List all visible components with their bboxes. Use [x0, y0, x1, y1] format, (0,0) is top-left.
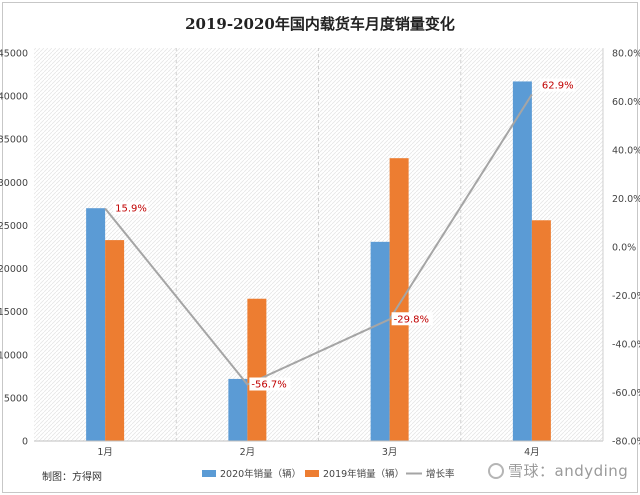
growth-data-label: -29.8% — [394, 314, 429, 325]
legend-swatch-1 — [202, 470, 216, 477]
y-left-tick-label: 45000 — [0, 49, 28, 60]
y-left-tick-label: 25000 — [0, 221, 28, 232]
y-right-tick-label: -40.0% — [612, 340, 640, 351]
growth-label-bg — [249, 377, 291, 391]
growth-label-bg — [113, 201, 149, 215]
y-right-tick-label: -80.0% — [612, 437, 640, 448]
bar-2020-2 — [228, 378, 248, 441]
y-left-tick-label: 10000 — [0, 350, 28, 361]
y-left-tick-label: 35000 — [0, 135, 28, 146]
y-right-tick-label: 80.0% — [612, 49, 640, 60]
legend-swatch-2 — [305, 470, 319, 477]
legend-label-3: 增长率 — [426, 468, 455, 480]
y-right-tick-label: -60.0% — [612, 388, 640, 399]
y-right-tick-label: 0.0% — [612, 243, 636, 254]
growth-line-group: 15.9% -56.7% -29.8% 62.9% — [104, 78, 575, 391]
y-left-tick-label: 30000 — [0, 178, 28, 189]
xueqiu-logo-icon — [488, 463, 504, 479]
y-right-tick-label: 60.0% — [612, 97, 640, 108]
watermark: 雪球：andyding — [488, 460, 628, 481]
y-left-tick-label: 40000 — [0, 92, 28, 103]
legend: 2020年销量（辆） 2019年销量（辆） 增长率 — [202, 468, 455, 480]
y-right-tick-label: 20.0% — [612, 194, 640, 205]
legend-label-1: 2020年销量（辆） — [220, 468, 301, 480]
chart-title: 2019-2020年国内载货车月度销量变化 — [185, 15, 455, 33]
growth-data-label: 15.9% — [115, 203, 147, 214]
bar-2019-1 — [105, 240, 125, 441]
bar-2019-4 — [531, 220, 551, 441]
y-left-tick-label: 5000 — [4, 393, 28, 404]
growth-data-label: 62.9% — [542, 80, 574, 91]
growth-label-bg — [539, 78, 575, 92]
bar-2020-1 — [86, 208, 106, 441]
y-left-tick-label: 0 — [22, 437, 28, 448]
axes-group: 0 5000 10000 15000 20000 25000 30000 35000 40000… — [0, 48, 640, 458]
x-tick-label: 2月 — [240, 447, 256, 458]
plot-area — [34, 48, 603, 441]
x-tick-label: 4月 — [524, 447, 540, 458]
chart-credit: 制图：方得网 — [42, 472, 102, 483]
x-tick-label: 3月 — [382, 447, 398, 458]
y-right-tick-label: -20.0% — [612, 291, 640, 302]
y-left-tick-label: 15000 — [0, 307, 28, 318]
y-left-tick-label: 20000 — [0, 264, 28, 275]
legend-label-2: 2019年销量（辆） — [323, 468, 404, 480]
bar-2020-4 — [512, 81, 532, 441]
growth-label-bg — [391, 312, 433, 326]
bar-2020-3 — [370, 241, 390, 441]
growth-data-label: -56.7% — [251, 379, 286, 390]
watermark-text: 雪球：andyding — [508, 462, 629, 480]
bars-group — [86, 81, 551, 442]
growth-line — [104, 93, 533, 386]
bar-2019-2 — [247, 298, 267, 441]
bar-2019-3 — [389, 158, 409, 442]
y-right-tick-label: 40.0% — [612, 146, 640, 157]
x-tick-label: 1月 — [97, 447, 113, 458]
